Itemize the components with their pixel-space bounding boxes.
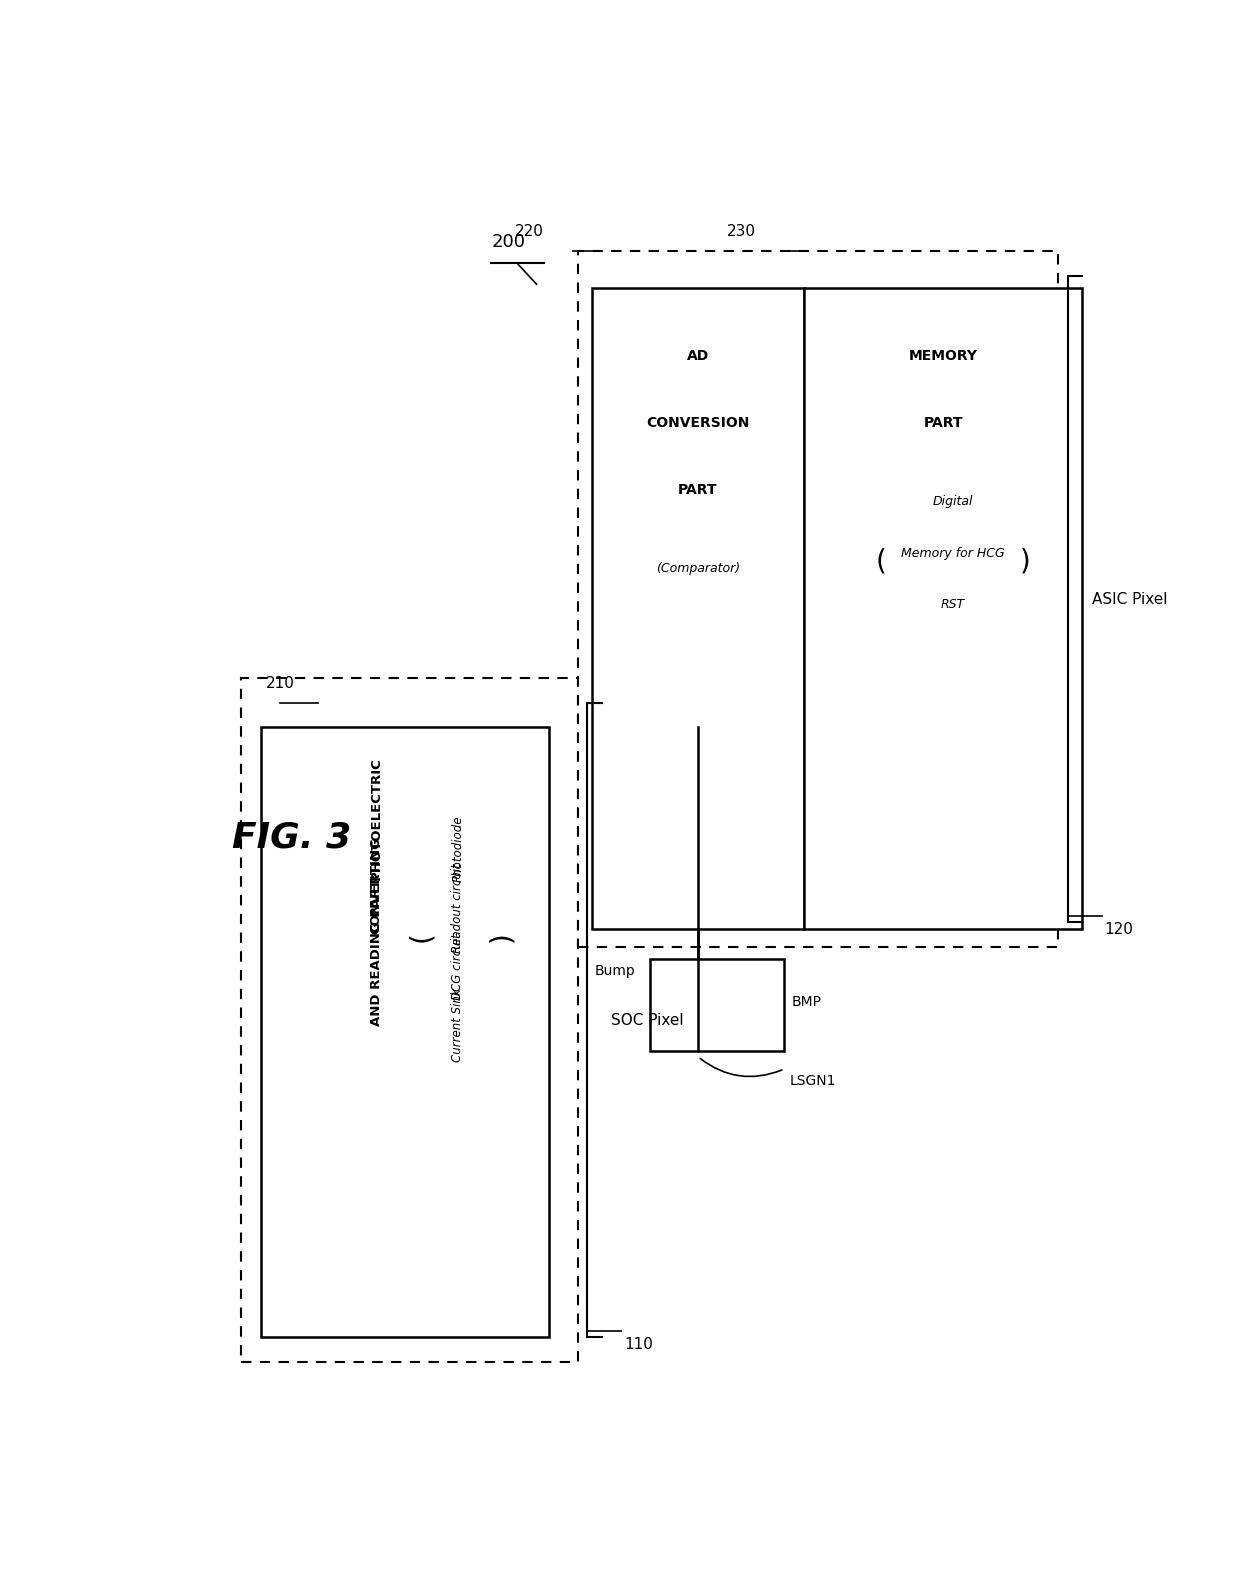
Text: AD: AD <box>687 349 709 363</box>
Text: (: ( <box>407 932 435 943</box>
Bar <box>578 250 1058 946</box>
Text: LSGN1: LSGN1 <box>789 1075 836 1089</box>
Bar <box>260 728 549 1338</box>
Text: Current Sink: Current Sink <box>451 987 464 1062</box>
Text: Digital: Digital <box>932 495 973 509</box>
Text: 230: 230 <box>727 223 756 239</box>
Text: AND READING PART: AND READING PART <box>370 880 382 1027</box>
Text: ): ) <box>1019 548 1030 575</box>
Text: SOC Pixel: SOC Pixel <box>611 1013 684 1027</box>
Text: (: ( <box>875 548 885 575</box>
Text: Readout circuit: Readout circuit <box>451 862 464 953</box>
Text: 210: 210 <box>265 675 294 691</box>
Bar <box>593 288 804 929</box>
Bar <box>804 288 1083 929</box>
Text: CONVERTING: CONVERTING <box>370 837 382 934</box>
Text: ASIC Pixel: ASIC Pixel <box>1092 591 1168 607</box>
Text: PART: PART <box>678 483 718 498</box>
Text: RST: RST <box>941 598 965 610</box>
Bar <box>242 678 578 1362</box>
Text: 110: 110 <box>624 1338 652 1352</box>
Text: 200: 200 <box>491 233 526 250</box>
Text: MEMORY: MEMORY <box>909 349 977 363</box>
Bar <box>650 959 785 1051</box>
Text: 220: 220 <box>516 223 544 239</box>
Text: PHOTOELECTRIC: PHOTOELECTRIC <box>370 758 382 880</box>
Text: CONVERSION: CONVERSION <box>646 415 750 430</box>
Text: BMP: BMP <box>791 995 821 1008</box>
Text: ): ) <box>487 932 515 943</box>
Text: (Comparator): (Comparator) <box>656 563 740 575</box>
Text: Bump: Bump <box>595 964 635 978</box>
Text: 120: 120 <box>1105 922 1133 937</box>
Text: Photodiode: Photodiode <box>451 816 464 883</box>
Text: DCG circuit: DCG circuit <box>451 934 464 1000</box>
Text: PART: PART <box>924 415 962 430</box>
Text: FIG. 3: FIG. 3 <box>232 819 351 854</box>
Text: Memory for HCG: Memory for HCG <box>900 547 1004 560</box>
